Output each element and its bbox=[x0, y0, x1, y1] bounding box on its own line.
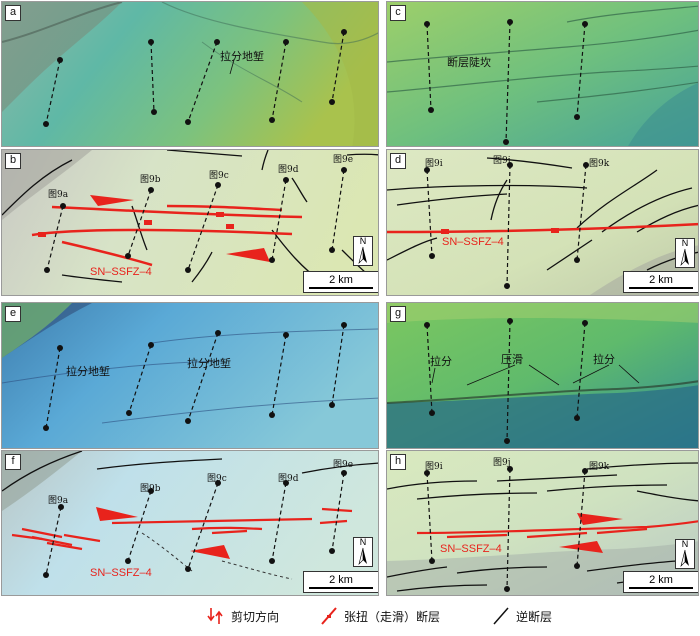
profile-label: 图9k bbox=[589, 462, 610, 472]
north-arrow: N bbox=[675, 539, 695, 569]
reverse-fault-icon bbox=[493, 607, 509, 625]
fault-map-b bbox=[2, 150, 378, 295]
fault-map-h bbox=[387, 451, 698, 595]
legend-label: 张扭（走滑）断层 bbox=[344, 610, 441, 624]
annotation: 拉分地堑 bbox=[66, 365, 110, 378]
scale-label: 2 km bbox=[329, 574, 353, 586]
transtension-fault-icon bbox=[321, 607, 337, 625]
north-label: N bbox=[359, 236, 367, 246]
north-arrow: N bbox=[353, 236, 373, 266]
dem-map-a bbox=[2, 2, 378, 146]
panel-label: e bbox=[5, 306, 21, 322]
annotation: 拉分 bbox=[593, 353, 615, 366]
panel-label: a bbox=[5, 5, 21, 21]
panel-h: h 图9i 图9j 图9k SN–SSFZ–4 N 2 km bbox=[386, 450, 699, 596]
panel-label: f bbox=[5, 454, 21, 470]
dem-map-g bbox=[387, 303, 698, 448]
north-arrow-icon bbox=[680, 549, 689, 567]
legend-transtension: 张扭（走滑）断层 bbox=[318, 606, 458, 626]
legend-label: 剪切方向 bbox=[231, 610, 280, 624]
panel-a: a 拉分地堑 bbox=[1, 1, 379, 147]
panel-label: g bbox=[390, 306, 406, 322]
profile-label: 图9j bbox=[493, 156, 511, 166]
profile-label: 图9d bbox=[278, 165, 299, 175]
legend-label: 逆断层 bbox=[516, 610, 553, 624]
annotation: 压滑 bbox=[501, 353, 523, 366]
profile-label: 图9b bbox=[140, 484, 161, 494]
scale-bar: 2 km bbox=[623, 571, 698, 593]
annotation: 拉分地堑 bbox=[220, 50, 264, 63]
profile-label: 图9e bbox=[333, 155, 354, 165]
panel-f: f 图9a 图9b 图9c 图9d 图9e SN–SSFZ–4 N 2 km bbox=[1, 450, 379, 596]
panel-c: c 断层陡坎 bbox=[386, 1, 699, 147]
profile-label: 图9k bbox=[589, 159, 610, 169]
profile-label: 图9d bbox=[278, 474, 299, 484]
north-arrow-icon bbox=[358, 246, 367, 264]
legend-reverse: 逆断层 bbox=[490, 606, 570, 626]
north-arrow-icon bbox=[680, 248, 689, 266]
annotation: 断层陡坎 bbox=[447, 56, 491, 69]
panel-label: h bbox=[390, 454, 406, 470]
panel-d: d 图9i 图9j 图9k SN–SSFZ–4 N 2 km bbox=[386, 149, 699, 296]
panel-b: b 图9a 图9b 图9c 图9d 图9e SN–SSFZ–4 N 2 km bbox=[1, 149, 379, 296]
fault-label: SN–SSFZ–4 bbox=[442, 236, 504, 248]
panel-label: b bbox=[5, 153, 21, 169]
north-arrow: N bbox=[353, 537, 373, 567]
dem-map-c bbox=[387, 2, 698, 146]
fault-label: SN–SSFZ–4 bbox=[440, 543, 502, 555]
fault-map-d bbox=[387, 150, 698, 295]
north-arrow: N bbox=[675, 238, 695, 268]
scale-bar: 2 km bbox=[303, 571, 378, 593]
north-label: N bbox=[359, 537, 367, 547]
scale-label: 2 km bbox=[329, 274, 353, 286]
panel-label: d bbox=[390, 153, 406, 169]
panel-label: c bbox=[390, 5, 406, 21]
scale-bar: 2 km bbox=[303, 271, 378, 293]
dem-map-e bbox=[2, 303, 378, 448]
profile-label: 图9a bbox=[48, 190, 69, 200]
profile-label: 图9i bbox=[425, 159, 443, 169]
fault-label: SN–SSFZ–4 bbox=[90, 567, 152, 579]
scale-label: 2 km bbox=[649, 574, 673, 586]
scale-bar: 2 km bbox=[623, 271, 698, 293]
profile-label: 图9i bbox=[425, 462, 443, 472]
panel-e: e 拉分地堑 拉分地堑 bbox=[1, 302, 379, 449]
profile-label: 图9e bbox=[333, 460, 354, 470]
north-label: N bbox=[681, 238, 689, 248]
profile-label: 图9c bbox=[207, 474, 227, 484]
annotation: 拉分 bbox=[430, 355, 452, 368]
panel-g: g 拉分 压滑 拉分 bbox=[386, 302, 699, 449]
scale-label: 2 km bbox=[649, 274, 673, 286]
annotation: 拉分地堑 bbox=[187, 357, 231, 370]
profile-label: 图9a bbox=[48, 496, 69, 506]
north-arrow-icon bbox=[358, 547, 367, 565]
north-label: N bbox=[681, 539, 689, 549]
profile-label: 图9b bbox=[140, 175, 161, 185]
fault-label: SN–SSFZ–4 bbox=[90, 266, 152, 278]
profile-label: 图9j bbox=[493, 458, 511, 468]
shear-arrows-icon bbox=[207, 608, 223, 624]
legend-shear: 剪切方向 bbox=[205, 606, 295, 626]
profile-label: 图9c bbox=[209, 171, 229, 181]
